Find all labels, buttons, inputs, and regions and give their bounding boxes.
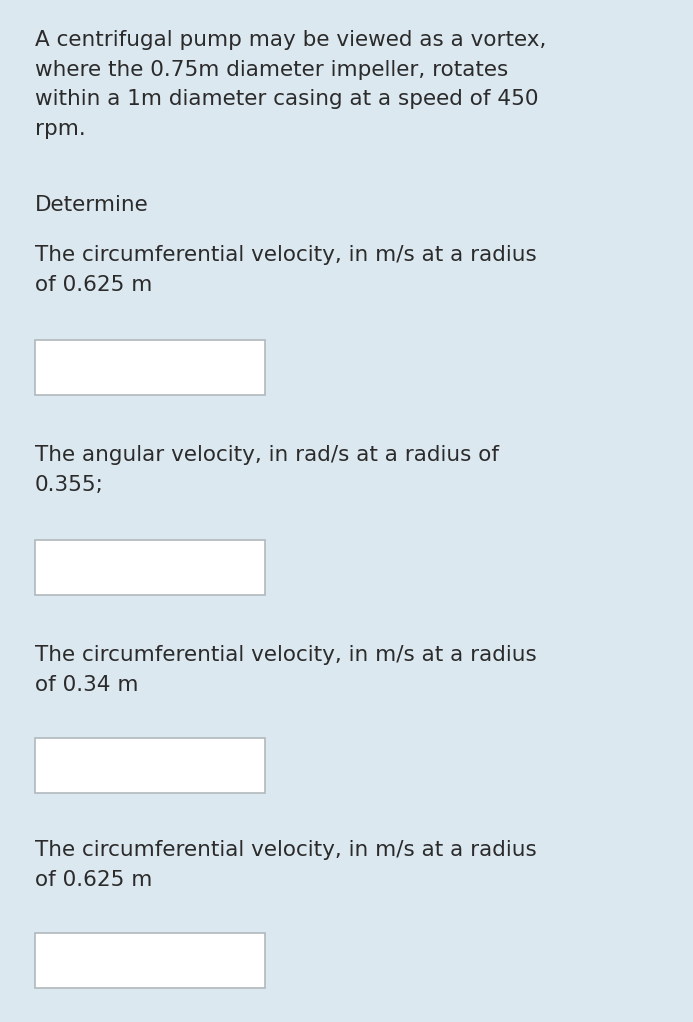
Text: The angular velocity, in rad/s at a radius of
0.355;: The angular velocity, in rad/s at a radi… [35,445,499,495]
Text: The circumferential velocity, in m/s at a radius
of 0.625 m: The circumferential velocity, in m/s at … [35,840,537,889]
Text: The circumferential velocity, in m/s at a radius
of 0.34 m: The circumferential velocity, in m/s at … [35,645,537,695]
Text: Determine: Determine [35,195,149,215]
Text: The circumferential velocity, in m/s at a radius
of 0.625 m: The circumferential velocity, in m/s at … [35,245,537,294]
Text: A centrifugal pump may be viewed as a vortex,
where the 0.75m diameter impeller,: A centrifugal pump may be viewed as a vo… [35,30,546,139]
